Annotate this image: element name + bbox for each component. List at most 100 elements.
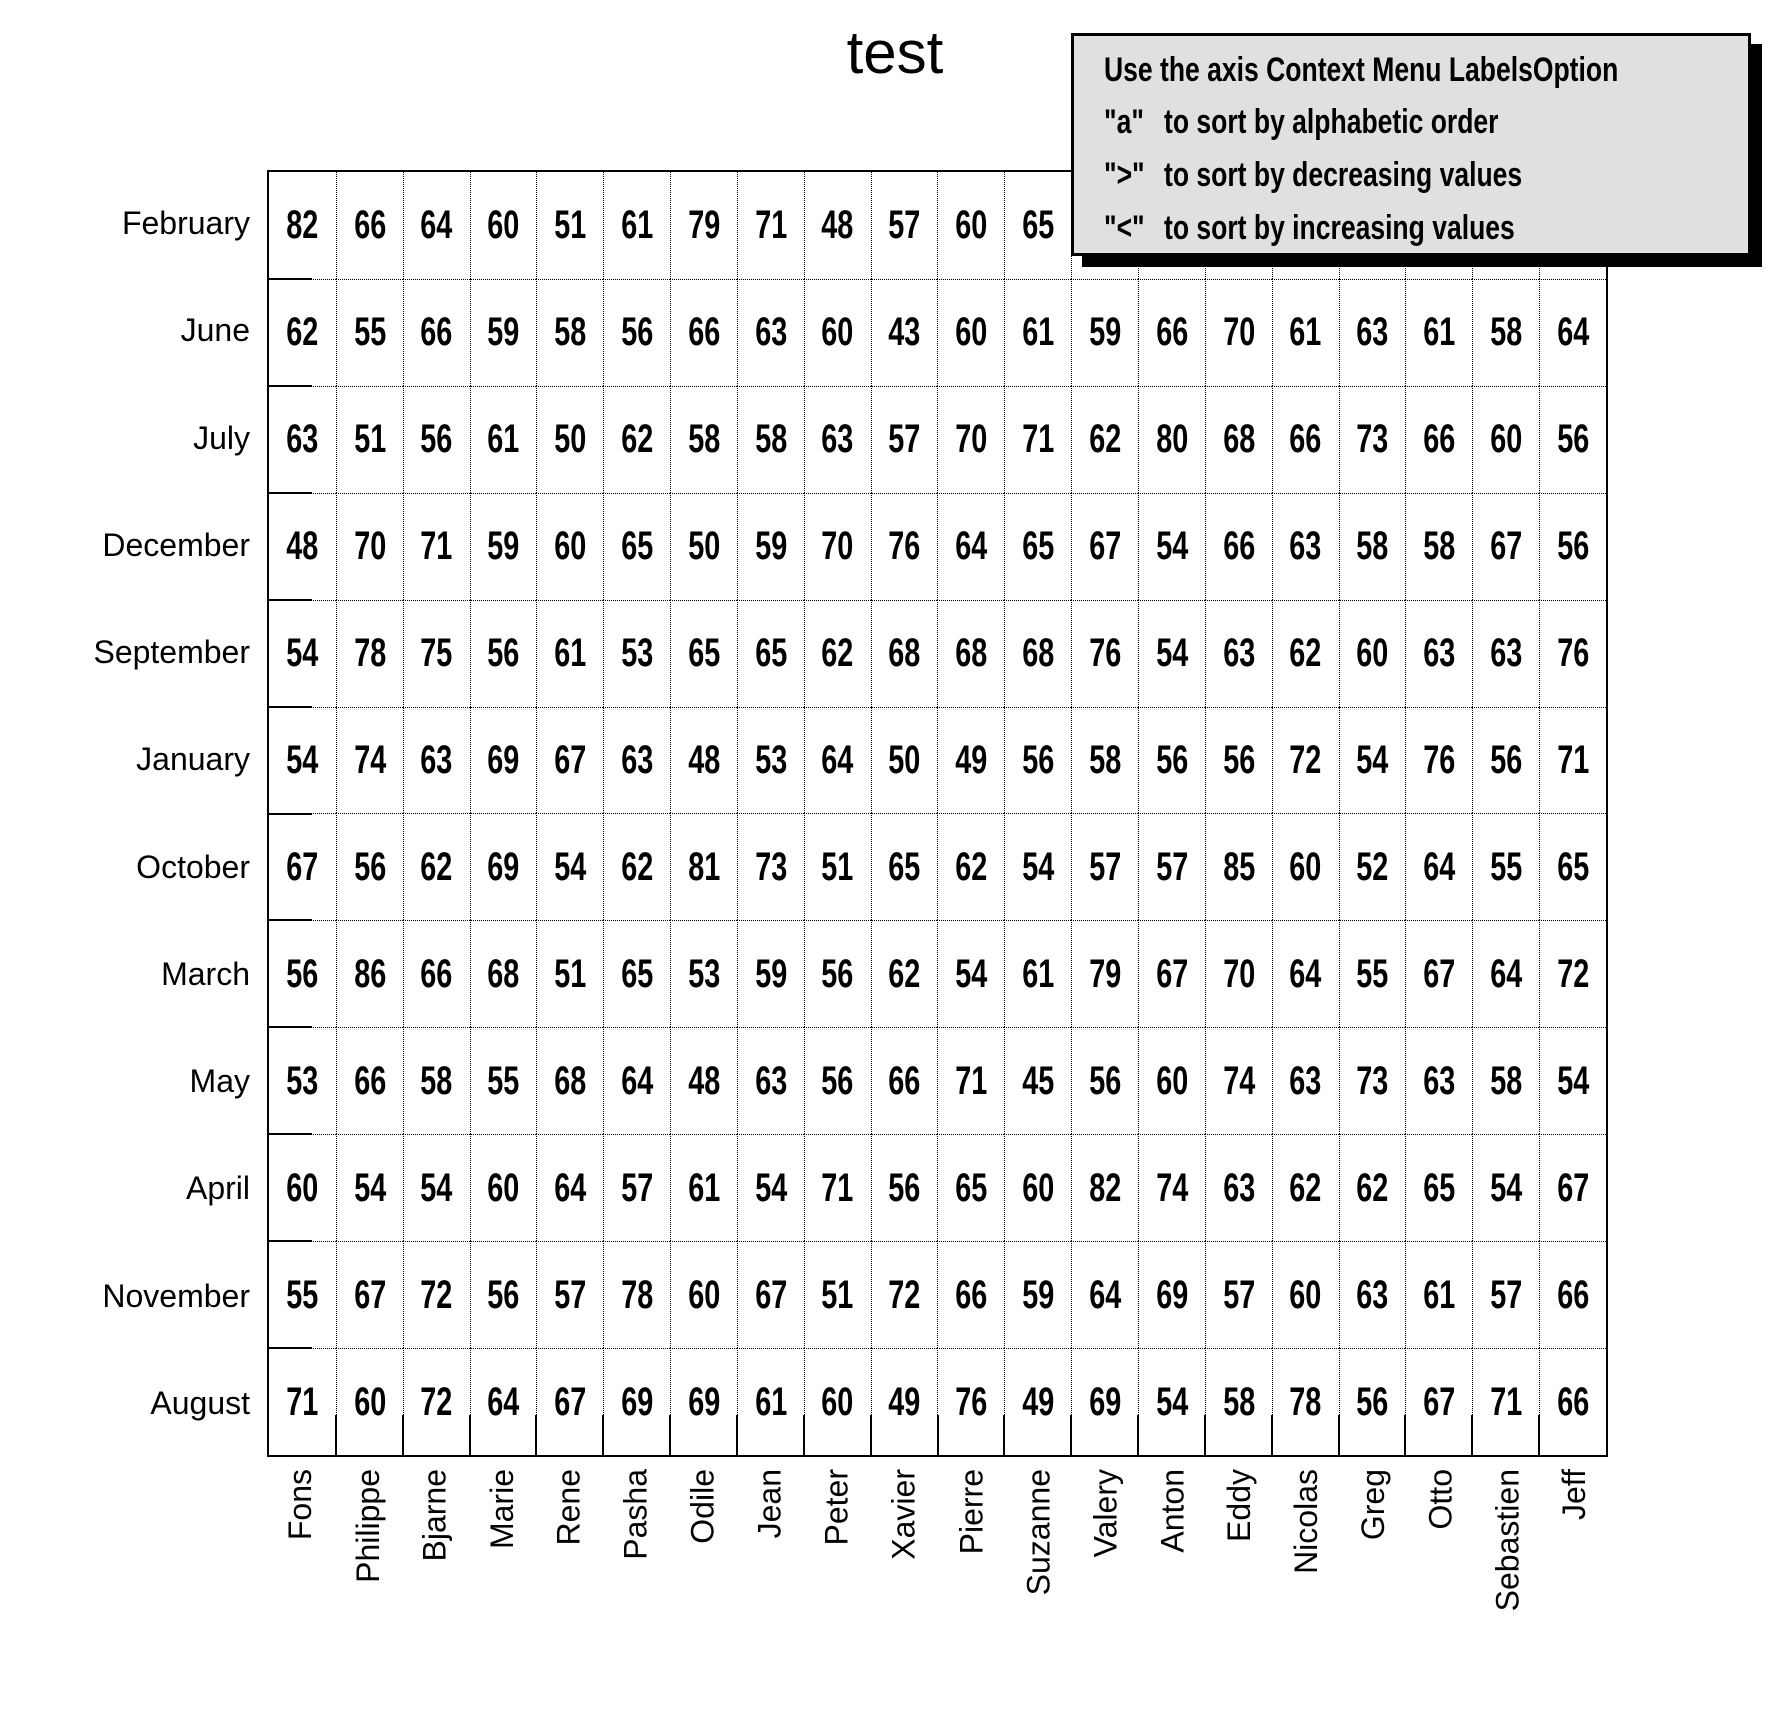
matrix-cell-value: 72 bbox=[420, 1272, 453, 1317]
x-axis-label[interactable]: Suzanne bbox=[1020, 1469, 1057, 1596]
matrix-cell-value: 59 bbox=[1089, 310, 1122, 355]
matrix-cell: 68 bbox=[1204, 385, 1272, 493]
matrix-cell-value: 78 bbox=[353, 631, 386, 676]
x-axis-label[interactable]: Philippe bbox=[349, 1469, 386, 1583]
y-axis-label[interactable]: May bbox=[189, 1063, 250, 1100]
matrix-cell: 60 bbox=[335, 1348, 403, 1455]
matrix-cell-value: 54 bbox=[1490, 1165, 1523, 1210]
x-axis-label[interactable]: Anton bbox=[1154, 1469, 1191, 1553]
y-axis-label[interactable]: January bbox=[136, 741, 250, 778]
x-axis-label[interactable]: Xavier bbox=[885, 1469, 922, 1560]
x-axis-label[interactable]: Valery bbox=[1087, 1469, 1124, 1558]
matrix-cell: 58 bbox=[1405, 492, 1473, 600]
matrix-cell: 50 bbox=[870, 706, 938, 814]
x-axis-label[interactable]: Rene bbox=[550, 1469, 587, 1546]
matrix-cell-value: 63 bbox=[1356, 310, 1389, 355]
matrix-cell-value: 52 bbox=[1356, 844, 1389, 889]
x-axis-label[interactable]: Pasha bbox=[617, 1469, 654, 1560]
y-axis-label[interactable]: November bbox=[102, 1277, 250, 1314]
matrix-cell: 55 bbox=[1338, 920, 1406, 1028]
matrix-cell-value: 63 bbox=[754, 310, 787, 355]
matrix-cell-value: 68 bbox=[1222, 417, 1255, 462]
y-axis-label[interactable]: October bbox=[136, 848, 250, 885]
x-axis-label[interactable]: Jeff bbox=[1556, 1469, 1593, 1520]
matrix-cell-value: 68 bbox=[955, 631, 988, 676]
matrix-cell: 68 bbox=[870, 599, 938, 707]
matrix-cell: 71 bbox=[803, 1134, 871, 1242]
matrix-cell: 56 bbox=[803, 920, 871, 1028]
matrix-cell: 74 bbox=[1138, 1134, 1205, 1242]
matrix-cell-value: 48 bbox=[286, 524, 319, 569]
matrix-cell: 78 bbox=[603, 1241, 671, 1349]
matrix-cell: 54 bbox=[536, 813, 604, 921]
y-axis-label[interactable]: July bbox=[193, 419, 250, 456]
matrix-cell-value: 74 bbox=[1222, 1058, 1255, 1103]
matrix-cell-value: 73 bbox=[754, 844, 787, 889]
matrix-cell: 54 bbox=[937, 920, 1005, 1028]
matrix-cell: 63 bbox=[402, 706, 470, 814]
matrix-cell: 60 bbox=[803, 1348, 871, 1455]
matrix-cell-value: 65 bbox=[955, 1165, 988, 1210]
matrix-cell: 56 bbox=[1138, 706, 1205, 814]
matrix-cell: 68 bbox=[937, 599, 1005, 707]
matrix-cell-value: 57 bbox=[554, 1272, 587, 1317]
matrix-cell-value: 55 bbox=[487, 1058, 520, 1103]
matrix-cell: 62 bbox=[1338, 1134, 1406, 1242]
x-axis-label[interactable]: Fons bbox=[282, 1469, 319, 1541]
matrix-cell: 59 bbox=[469, 278, 537, 386]
y-axis-label[interactable]: August bbox=[150, 1384, 250, 1421]
y-axis-tick bbox=[269, 1347, 312, 1350]
y-axis-label[interactable]: December bbox=[102, 526, 250, 563]
matrix-cell: 69 bbox=[603, 1348, 671, 1455]
y-axis-tick bbox=[269, 384, 312, 387]
matrix-cell: 45 bbox=[1004, 1027, 1072, 1135]
matrix-cell-value: 73 bbox=[1356, 1058, 1389, 1103]
x-axis-label[interactable]: Jean bbox=[751, 1469, 788, 1539]
matrix-cell: 79 bbox=[670, 172, 737, 279]
matrix-cell: 60 bbox=[1271, 813, 1339, 921]
matrix-cell: 64 bbox=[1271, 920, 1339, 1028]
matrix-cell-value: 64 bbox=[1557, 310, 1590, 355]
matrix-cell-value: 67 bbox=[286, 844, 319, 889]
x-axis-label[interactable]: Pierre bbox=[953, 1469, 990, 1555]
x-axis-label[interactable]: Nicolas bbox=[1288, 1469, 1325, 1574]
x-axis-label[interactable]: Peter bbox=[818, 1469, 855, 1546]
matrix-cell-value: 54 bbox=[1155, 524, 1188, 569]
y-axis-label[interactable]: February bbox=[121, 205, 250, 242]
matrix-cell: 48 bbox=[269, 492, 336, 600]
matrix-cell: 67 bbox=[1138, 920, 1205, 1028]
x-axis-label[interactable]: Greg bbox=[1355, 1469, 1392, 1541]
matrix-cell: 58 bbox=[1204, 1348, 1272, 1455]
matrix-cell: 71 bbox=[269, 1348, 336, 1455]
sort-description: to sort by alphabetic order bbox=[1164, 103, 1499, 141]
x-axis-tick bbox=[1270, 1415, 1273, 1455]
x-axis-label[interactable]: Otto bbox=[1422, 1469, 1459, 1530]
matrix-cell: 63 bbox=[1405, 1027, 1473, 1135]
y-axis-label[interactable]: March bbox=[161, 955, 250, 992]
matrix-cell: 62 bbox=[1271, 1134, 1339, 1242]
matrix-cell: 70 bbox=[937, 385, 1005, 493]
x-axis-label[interactable]: Marie bbox=[483, 1469, 520, 1550]
y-axis-label[interactable]: April bbox=[185, 1170, 250, 1207]
y-axis-label[interactable]: September bbox=[93, 634, 250, 671]
matrix-cell: 62 bbox=[269, 278, 336, 386]
matrix-cell: 70 bbox=[1204, 278, 1272, 386]
matrix-cell: 58 bbox=[1472, 278, 1540, 386]
x-axis-label[interactable]: Odile bbox=[684, 1469, 721, 1544]
x-axis-label[interactable]: Sebastien bbox=[1489, 1469, 1526, 1612]
x-axis-label[interactable]: Eddy bbox=[1221, 1469, 1258, 1542]
matrix-cell: 63 bbox=[1204, 599, 1272, 707]
matrix-cell: 54 bbox=[269, 706, 336, 814]
matrix-cell: 64 bbox=[536, 1134, 604, 1242]
matrix-cell-value: 59 bbox=[487, 524, 520, 569]
matrix-cell-value: 64 bbox=[1289, 951, 1322, 996]
matrix-cell: 56 bbox=[603, 278, 671, 386]
matrix-cell-value: 66 bbox=[687, 310, 721, 355]
matrix-cell-value: 65 bbox=[1022, 524, 1055, 569]
matrix-cell: 63 bbox=[1338, 278, 1406, 386]
y-axis-label[interactable]: June bbox=[180, 312, 250, 349]
matrix-cell-value: 53 bbox=[687, 951, 721, 996]
matrix-cell: 73 bbox=[736, 813, 804, 921]
x-axis-label[interactable]: Bjarne bbox=[416, 1469, 453, 1562]
matrix-cell-value: 54 bbox=[754, 1165, 787, 1210]
